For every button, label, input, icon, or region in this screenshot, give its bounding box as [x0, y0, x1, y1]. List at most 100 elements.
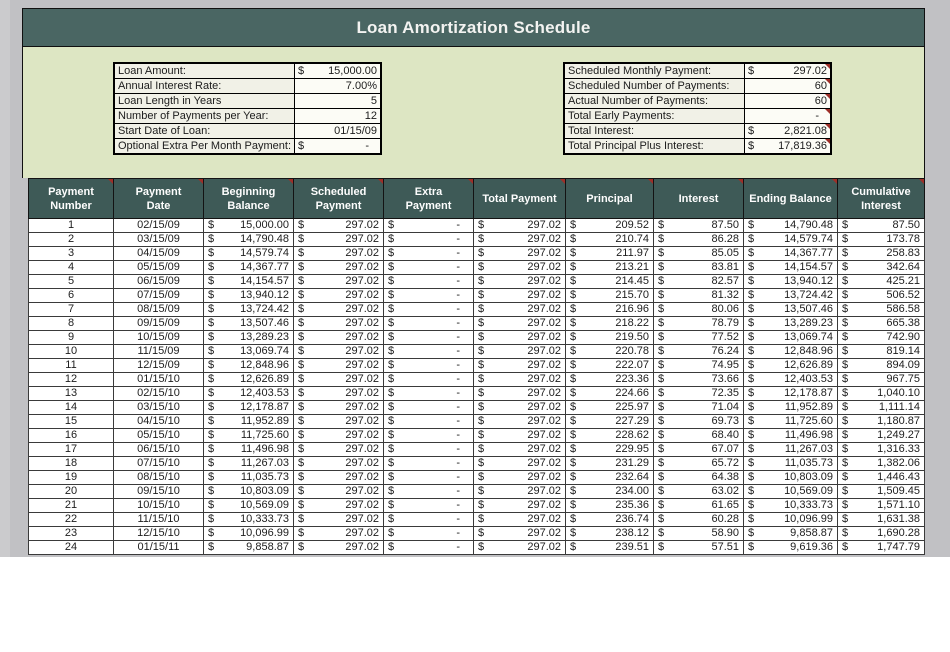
cell-payment-date[interactable]: 03/15/09: [113, 232, 204, 247]
cell-principal[interactable]: $211.97: [565, 246, 654, 261]
cell-scheduled-payment[interactable]: $297.02: [293, 246, 384, 261]
cell-principal[interactable]: $227.29: [565, 414, 654, 429]
cell-scheduled-payment[interactable]: $297.02: [293, 470, 384, 485]
cell-scheduled-payment[interactable]: $297.02: [293, 218, 384, 233]
cell-beginning-balance[interactable]: $12,626.89: [203, 372, 294, 387]
cell-ending-balance[interactable]: $14,790.48: [743, 218, 838, 233]
cell-scheduled-payment[interactable]: $297.02: [293, 302, 384, 317]
cell-principal[interactable]: $229.95: [565, 442, 654, 457]
page-title[interactable]: Loan Amortization Schedule: [22, 8, 925, 47]
cell-total-payment[interactable]: $297.02: [473, 428, 566, 443]
cell-principal[interactable]: $239.51: [565, 540, 654, 555]
cell-cumulative-interest[interactable]: $742.90: [837, 330, 925, 345]
cell-payment-date[interactable]: 10/15/10: [113, 498, 204, 513]
cell-interest[interactable]: $77.52: [653, 330, 744, 345]
loan-input-value-cell[interactable]: 5: [295, 94, 380, 108]
cell-beginning-balance[interactable]: $10,333.73: [203, 512, 294, 527]
cell-cumulative-interest[interactable]: $1,631.38: [837, 512, 925, 527]
cell-interest[interactable]: $57.51: [653, 540, 744, 555]
loan-summary-value-cell[interactable]: $297.02: [745, 64, 830, 78]
cell-payment-date[interactable]: 07/15/09: [113, 288, 204, 303]
cell-beginning-balance[interactable]: $9,858.87: [203, 540, 294, 555]
cell-extra-payment[interactable]: $ -: [383, 302, 474, 317]
col-header-payment-number[interactable]: Payment Number: [28, 178, 114, 219]
cell-beginning-balance[interactable]: $14,154.57: [203, 274, 294, 289]
cell-interest[interactable]: $81.32: [653, 288, 744, 303]
cell-cumulative-interest[interactable]: $894.09: [837, 358, 925, 373]
cell-principal[interactable]: $218.22: [565, 316, 654, 331]
cell-ending-balance[interactable]: $14,367.77: [743, 246, 838, 261]
col-header-payment-date[interactable]: Payment Date: [113, 178, 204, 219]
cell-payment-number[interactable]: 7: [28, 302, 114, 317]
cell-beginning-balance[interactable]: $10,803.09: [203, 484, 294, 499]
cell-payment-date[interactable]: 06/15/10: [113, 442, 204, 457]
cell-beginning-balance[interactable]: $12,848.96: [203, 358, 294, 373]
cell-ending-balance[interactable]: $12,848.96: [743, 344, 838, 359]
cell-payment-number[interactable]: 24: [28, 540, 114, 555]
cell-interest[interactable]: $80.06: [653, 302, 744, 317]
loan-input-value-cell[interactable]: $15,000.00: [295, 64, 380, 78]
cell-ending-balance[interactable]: $12,626.89: [743, 358, 838, 373]
cell-payment-number[interactable]: 2: [28, 232, 114, 247]
cell-payment-number[interactable]: 18: [28, 456, 114, 471]
cell-principal[interactable]: $235.36: [565, 498, 654, 513]
cell-payment-number[interactable]: 21: [28, 498, 114, 513]
col-header-cumulative-interest[interactable]: Cumulative Interest: [837, 178, 925, 219]
cell-cumulative-interest[interactable]: $1,690.28: [837, 526, 925, 541]
cell-cumulative-interest[interactable]: $173.78: [837, 232, 925, 247]
cell-ending-balance[interactable]: $10,096.99: [743, 512, 838, 527]
cell-total-payment[interactable]: $297.02: [473, 218, 566, 233]
cell-interest[interactable]: $58.90: [653, 526, 744, 541]
cell-principal[interactable]: $238.12: [565, 526, 654, 541]
cell-beginning-balance[interactable]: $12,403.53: [203, 386, 294, 401]
cell-scheduled-payment[interactable]: $297.02: [293, 358, 384, 373]
cell-cumulative-interest[interactable]: $967.75: [837, 372, 925, 387]
cell-beginning-balance[interactable]: $14,790.48: [203, 232, 294, 247]
cell-extra-payment[interactable]: $ -: [383, 330, 474, 345]
cell-payment-number[interactable]: 13: [28, 386, 114, 401]
cell-payment-number[interactable]: 10: [28, 344, 114, 359]
cell-beginning-balance[interactable]: $14,579.74: [203, 246, 294, 261]
cell-cumulative-interest[interactable]: $1,040.10: [837, 386, 925, 401]
cell-interest[interactable]: $67.07: [653, 442, 744, 457]
cell-interest[interactable]: $74.95: [653, 358, 744, 373]
cell-interest[interactable]: $82.57: [653, 274, 744, 289]
cell-scheduled-payment[interactable]: $297.02: [293, 484, 384, 499]
cell-beginning-balance[interactable]: $15,000.00: [203, 218, 294, 233]
loan-summary-value-cell[interactable]: 60: [745, 79, 830, 93]
cell-cumulative-interest[interactable]: $87.50: [837, 218, 925, 233]
cell-payment-date[interactable]: 04/15/09: [113, 246, 204, 261]
cell-extra-payment[interactable]: $ -: [383, 232, 474, 247]
cell-principal[interactable]: $225.97: [565, 400, 654, 415]
cell-principal[interactable]: $209.52: [565, 218, 654, 233]
cell-interest[interactable]: $87.50: [653, 218, 744, 233]
loan-summary-value-cell[interactable]: $17,819.36: [745, 139, 830, 153]
cell-principal[interactable]: $220.78: [565, 344, 654, 359]
cell-extra-payment[interactable]: $ -: [383, 414, 474, 429]
cell-scheduled-payment[interactable]: $297.02: [293, 400, 384, 415]
cell-cumulative-interest[interactable]: $586.58: [837, 302, 925, 317]
cell-scheduled-payment[interactable]: $297.02: [293, 274, 384, 289]
cell-cumulative-interest[interactable]: $1,747.79: [837, 540, 925, 555]
cell-principal[interactable]: $232.64: [565, 470, 654, 485]
cell-total-payment[interactable]: $297.02: [473, 498, 566, 513]
cell-extra-payment[interactable]: $ -: [383, 470, 474, 485]
cell-extra-payment[interactable]: $ -: [383, 358, 474, 373]
cell-total-payment[interactable]: $297.02: [473, 414, 566, 429]
cell-scheduled-payment[interactable]: $297.02: [293, 316, 384, 331]
cell-payment-number[interactable]: 12: [28, 372, 114, 387]
cell-payment-number[interactable]: 16: [28, 428, 114, 443]
cell-scheduled-payment[interactable]: $297.02: [293, 526, 384, 541]
cell-interest[interactable]: $63.02: [653, 484, 744, 499]
cell-ending-balance[interactable]: $10,569.09: [743, 484, 838, 499]
cell-cumulative-interest[interactable]: $342.64: [837, 260, 925, 275]
col-header-principal[interactable]: Principal: [565, 178, 654, 219]
cell-total-payment[interactable]: $297.02: [473, 442, 566, 457]
cell-interest[interactable]: $65.72: [653, 456, 744, 471]
cell-beginning-balance[interactable]: $11,035.73: [203, 470, 294, 485]
cell-payment-date[interactable]: 05/15/10: [113, 428, 204, 443]
cell-beginning-balance[interactable]: $10,096.99: [203, 526, 294, 541]
cell-beginning-balance[interactable]: $11,725.60: [203, 428, 294, 443]
cell-principal[interactable]: $223.36: [565, 372, 654, 387]
cell-total-payment[interactable]: $297.02: [473, 456, 566, 471]
